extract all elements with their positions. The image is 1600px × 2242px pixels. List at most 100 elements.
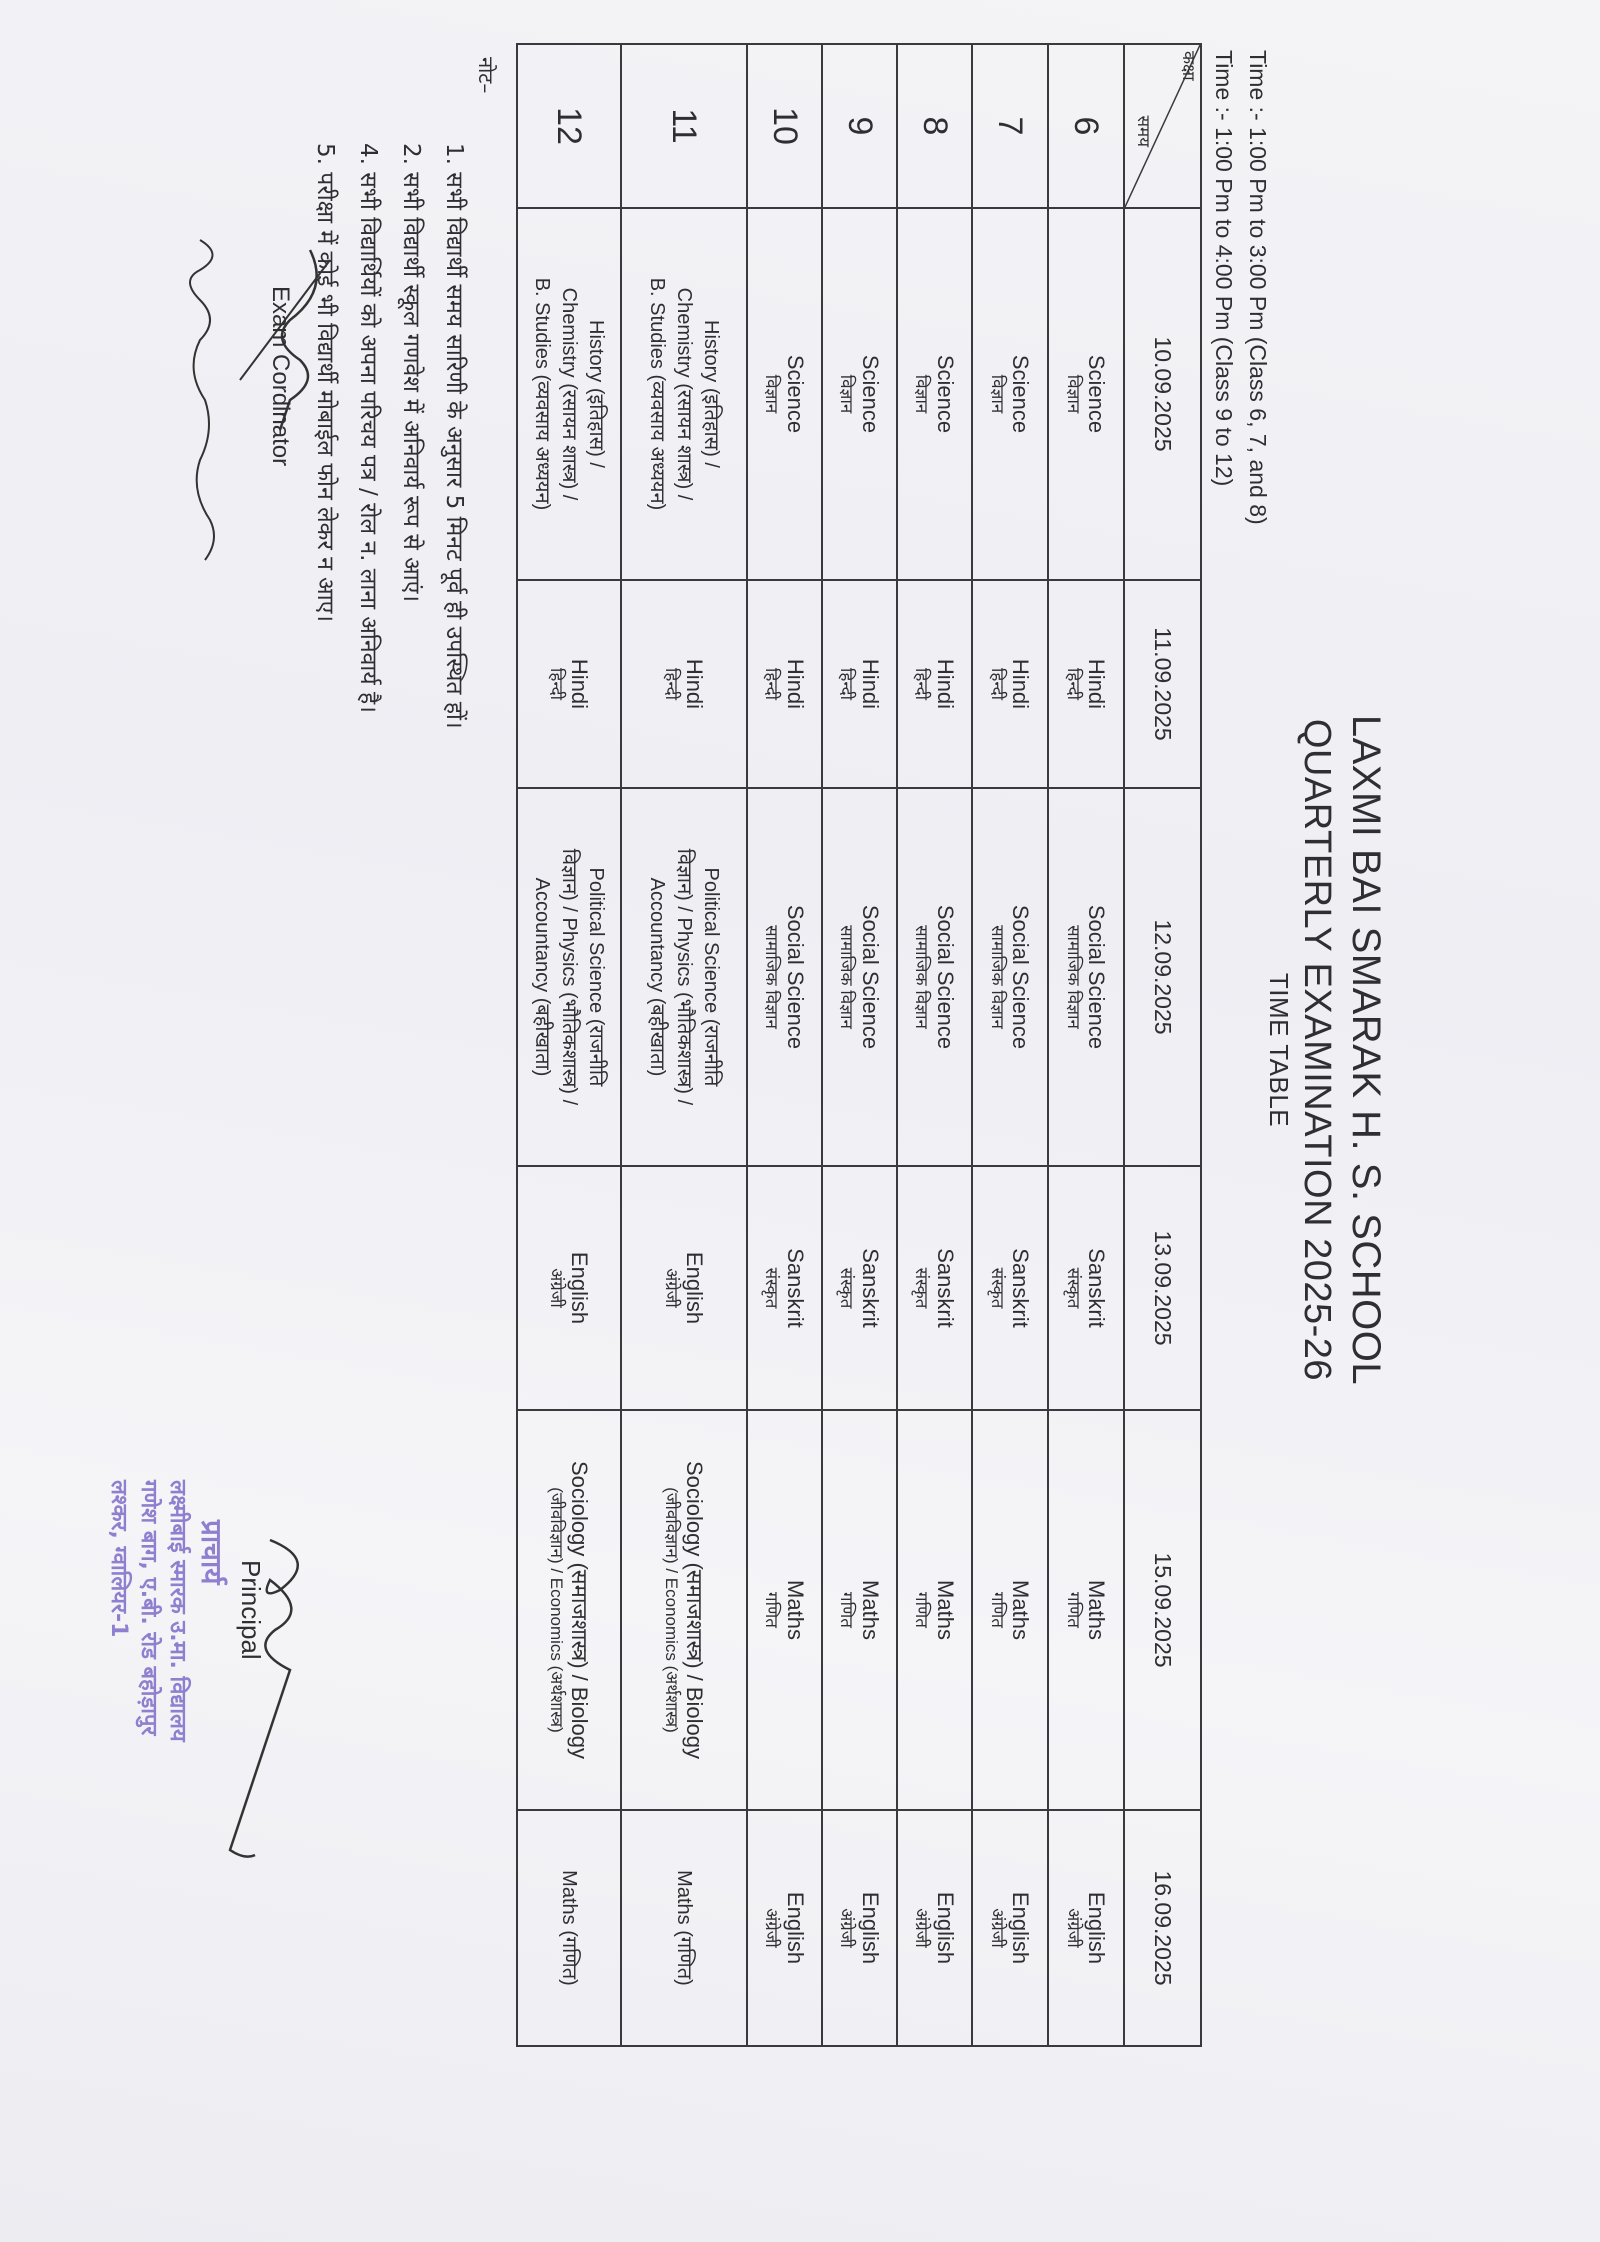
subject-cell: Maths गणित [1048, 1410, 1124, 1810]
subject-name-line: अंग्रेजी [988, 1908, 1007, 1948]
subject-name: Sanskrit [782, 1248, 808, 1328]
subject-name-line: संस्कृत [762, 1267, 782, 1309]
subject-name-line: गणित [837, 1592, 857, 1628]
exam-coordinator-label: Exam Cordinator [267, 286, 294, 467]
subject-cell: Sanskrit संस्कृत [747, 1166, 822, 1410]
subject-name-line: सामाजिक विज्ञान [912, 925, 932, 1029]
subject-name-line: B. Studies (व्यवसाय अध्ययन) [531, 277, 554, 511]
notes-heading: नोट– [474, 57, 498, 94]
subject-cell: English अंग्रेजी [747, 1810, 822, 2046]
subject-cell: Hindi हिन्दी [621, 580, 747, 788]
date-header: 16.09.2025 [1124, 1810, 1201, 2046]
subject-cell: Science विज्ञान [972, 208, 1048, 580]
subject-cell: Sanskrit संस्कृत [822, 1166, 897, 1410]
subject-name-line: विज्ञान [912, 374, 932, 414]
class-number: 10 [747, 44, 822, 208]
subject-name-line: Accountancy (बहीखाता) [646, 877, 669, 1077]
subject-name-line: संस्कृत [837, 1267, 857, 1309]
subject-name: Science [857, 354, 883, 434]
subject-name: English [932, 1891, 958, 1965]
subject-cell: Social Science सामाजिक विज्ञान [822, 788, 897, 1166]
subject-cell: History (इतिहास) / Chemistry (रसायन शास्त… [621, 208, 747, 580]
header-row: समय कक्षा 10.09.2025 11.09.2025 12.09.2025… [1124, 44, 1201, 2046]
stamp-title: प्राचार्य [195, 1520, 228, 1585]
subject-name: Sociology (समाजशास्त्र) / Biology [567, 1460, 593, 1760]
subject-cell: English अंग्रेजी [1048, 1810, 1124, 2046]
class-number: 12 [517, 44, 621, 208]
subject-name: Political Science (राजनीति [585, 867, 608, 1087]
subject-name-line: हिन्दी [762, 667, 782, 701]
subject-name: Social Science [932, 904, 958, 1050]
subject-name-line: सामाजिक विज्ञान [988, 925, 1007, 1029]
subject-name: Social Science [1008, 904, 1034, 1050]
subject-cell: Political Science (राजनीति विज्ञान) / Phy… [621, 788, 747, 1166]
subject-name: Hindi [857, 658, 883, 710]
subject-name-line: विज्ञान [988, 374, 1007, 414]
subject-cell: Hindi हिन्दी [972, 580, 1048, 788]
subject-cell: Maths (गणित) [517, 1810, 621, 2046]
subject-name-line: Accountancy (बहीखाता) [531, 877, 554, 1077]
subject-name: Sociology (समाजशास्त्र) / Biology [682, 1460, 708, 1760]
subject-cell: English अंग्रेजी [822, 1810, 897, 2046]
subject-name-line: सामाजिक विज्ञान [762, 925, 782, 1029]
class-number: 9 [822, 44, 897, 208]
subject-name: Hindi [1084, 658, 1110, 710]
timetable: समय कक्षा 10.09.2025 11.09.2025 12.09.2025… [516, 43, 1202, 2047]
stamp-line: लक्ष्मीबाई स्मारक उ.मा. विद्यालय [165, 1480, 191, 1742]
subject-name: Hindi [782, 658, 808, 710]
subject-name-line: हिन्दी [912, 667, 932, 701]
corner-time-label: समय [1134, 115, 1154, 147]
subject-name: Science [782, 354, 808, 434]
principal-signature [228, 1538, 299, 1858]
subject-name: Sanskrit [1084, 1248, 1110, 1328]
subject-cell: English अंग्रेजी [517, 1166, 621, 1410]
subject-name-line: (जीवविज्ञान) / Economics (अर्थशास्त्र) [662, 1487, 681, 1733]
subject-cell: Science विज्ञान [822, 208, 897, 580]
subject-name: Maths [782, 1580, 808, 1640]
class-row: 9 Science विज्ञान Hindi हिन्दी Social Science… [822, 44, 897, 2046]
subject-name: English [682, 1251, 708, 1325]
subject-name-line: हिन्दी [837, 667, 857, 701]
subject-name: English [1008, 1891, 1034, 1965]
subject-name-line: अंग्रेजी [837, 1908, 857, 1948]
subject-name-line: विज्ञान [762, 374, 782, 414]
subject-name: Hindi [932, 658, 958, 710]
subject-cell: Hindi हिन्दी [517, 580, 621, 788]
stamp-line: लश्कर, ग्वालियर-1 [105, 1480, 131, 1638]
subject-name: Political Science (राजनीति [700, 867, 723, 1087]
subject-name-line: संस्कृत [912, 1267, 932, 1309]
subject-cell: Sociology (समाजशास्त्र) / Biology (जीवविज… [517, 1410, 621, 1810]
subject-cell: History (इतिहास) / Chemistry (रसायन शास्त… [517, 208, 621, 580]
stamp-line: गणेश बाग, ए.बी. रोड बहोड़ापुर [135, 1480, 161, 1736]
subject-cell: Science विज्ञान [897, 208, 972, 580]
subject-name-line: हिन्दी [988, 667, 1007, 701]
class-row: 8 Science विज्ञान Hindi हिन्दी Social Science… [897, 44, 972, 2046]
subject-name-line: B. Studies (व्यवसाय अध्ययन) [646, 277, 669, 511]
subject-cell: English अंग्रेजी [621, 1166, 747, 1410]
subject-cell: Hindi हिन्दी [822, 580, 897, 788]
date-header: 15.09.2025 [1124, 1410, 1201, 1810]
note-item: 4. सभी विद्यार्थियों को अपना परिचय पत्र … [355, 143, 381, 713]
subject-name: Science [1084, 354, 1110, 434]
subject-name-line: अंग्रेजी [762, 1908, 782, 1948]
time-junior: Time :- 1:00 Pm to 3:00 Pm (Class 6, 7, … [1245, 50, 1271, 525]
subject-name: English [857, 1891, 883, 1965]
subject-name: Sanskrit [932, 1248, 958, 1328]
corner-class-label: कक्षा [1179, 51, 1198, 81]
class-number: 7 [972, 44, 1048, 208]
subject-name-line: विज्ञान [1064, 374, 1083, 414]
time-senior: Time :- 1:00 Pm to 4:00 Pm (Class 9 to 1… [1211, 50, 1237, 487]
subject-cell: Sociology (समाजशास्त्र) / Biology (जीवविज… [621, 1410, 747, 1810]
subject-cell: Sanskrit संस्कृत [897, 1166, 972, 1410]
diagonal-divider [1125, 45, 1200, 207]
subject-name-line: विज्ञान [837, 374, 857, 414]
subject-name: Maths [932, 1580, 958, 1640]
subject-name: Science [932, 354, 958, 434]
subject-name-line: हिन्दी [1064, 667, 1083, 701]
subject-cell: Sanskrit संस्कृत [972, 1166, 1048, 1410]
subject-name: Social Science [1084, 904, 1110, 1050]
subject-name-line: विज्ञान) / Physics (भौतिकशास्त्र) / [673, 848, 696, 1106]
subject-name: Science [1008, 354, 1034, 434]
corner-cell: समय कक्षा [1124, 44, 1201, 208]
exam-coordinator-signature [189, 239, 331, 561]
